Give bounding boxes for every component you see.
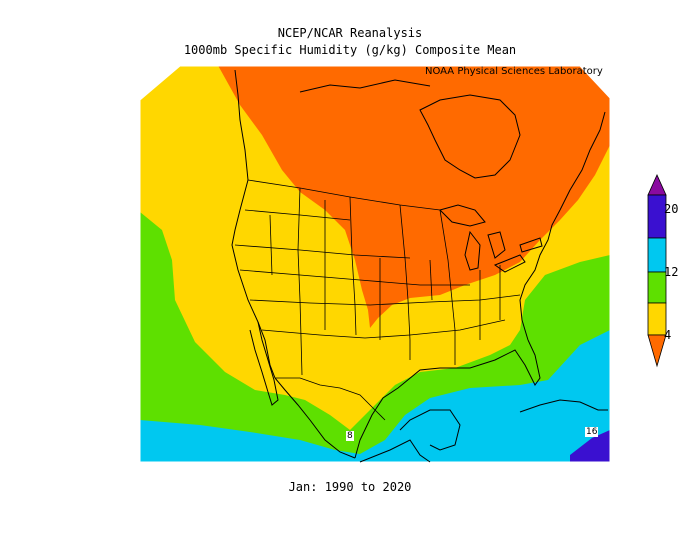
colorbar-label-20: 20 (664, 202, 679, 216)
coastlines (231, 69, 608, 463)
chart-title: NCEP/NCAR Reanalysis (277, 26, 423, 40)
colorbar (647, 174, 667, 368)
credit-text: NOAA Physical Sciences Laboratory (425, 66, 603, 77)
contour-label-16: 16 (585, 427, 599, 437)
footer-text: Jan: 1990 to 2020 (288, 480, 412, 494)
chart-subtitle: 1000mb Specific Humidity (g/kg) Composit… (183, 43, 517, 57)
contour-label-8: 8 (346, 431, 354, 441)
band-orange (140, 66, 610, 328)
colorbar-label-4: 4 (664, 328, 672, 342)
colorbar-label-12: 12 (664, 265, 679, 279)
band-purple (570, 430, 610, 462)
political-borders (234, 179, 521, 421)
